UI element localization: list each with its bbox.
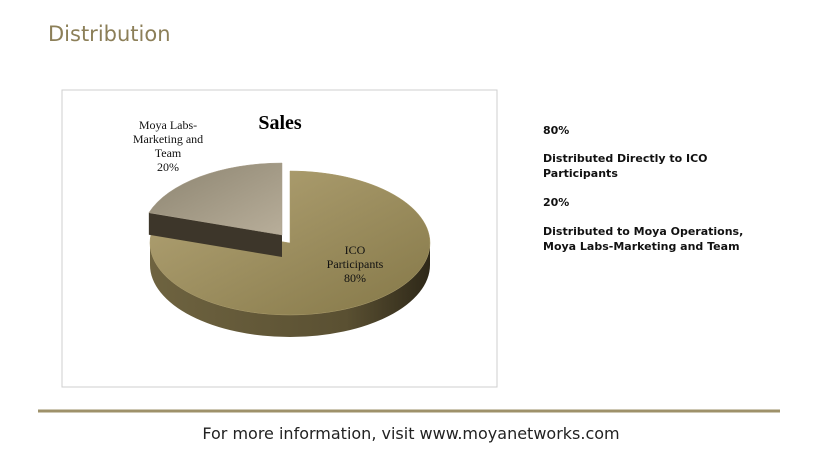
- pie-slice: [149, 170, 431, 316]
- note-text: Distributed to Moya Operations, Moya Lab…: [543, 225, 744, 253]
- slice-value-label: 80%: [344, 271, 366, 285]
- slice-category: ICO Participants: [326, 243, 384, 271]
- slice-value-label: 20%: [157, 160, 179, 174]
- pie-side: [148, 212, 282, 257]
- footer-text: For more information, visit www.moyanetw…: [202, 424, 620, 443]
- pie-side: [150, 243, 430, 337]
- slice-label: Moya Labs-Marketing and Team 20%: [123, 118, 213, 174]
- slice-category: Moya Labs-Marketing and Team: [132, 118, 204, 160]
- chart-title: Sales: [258, 112, 302, 134]
- slide-title: Distribution: [48, 22, 171, 46]
- note-text: Distributed Directly to ICO Participants: [543, 152, 708, 180]
- note-value: 20%: [543, 196, 570, 209]
- note-value: 80%: [543, 124, 570, 137]
- slice-label: ICO Participants 80%: [315, 243, 395, 285]
- pie-slice: [148, 162, 283, 236]
